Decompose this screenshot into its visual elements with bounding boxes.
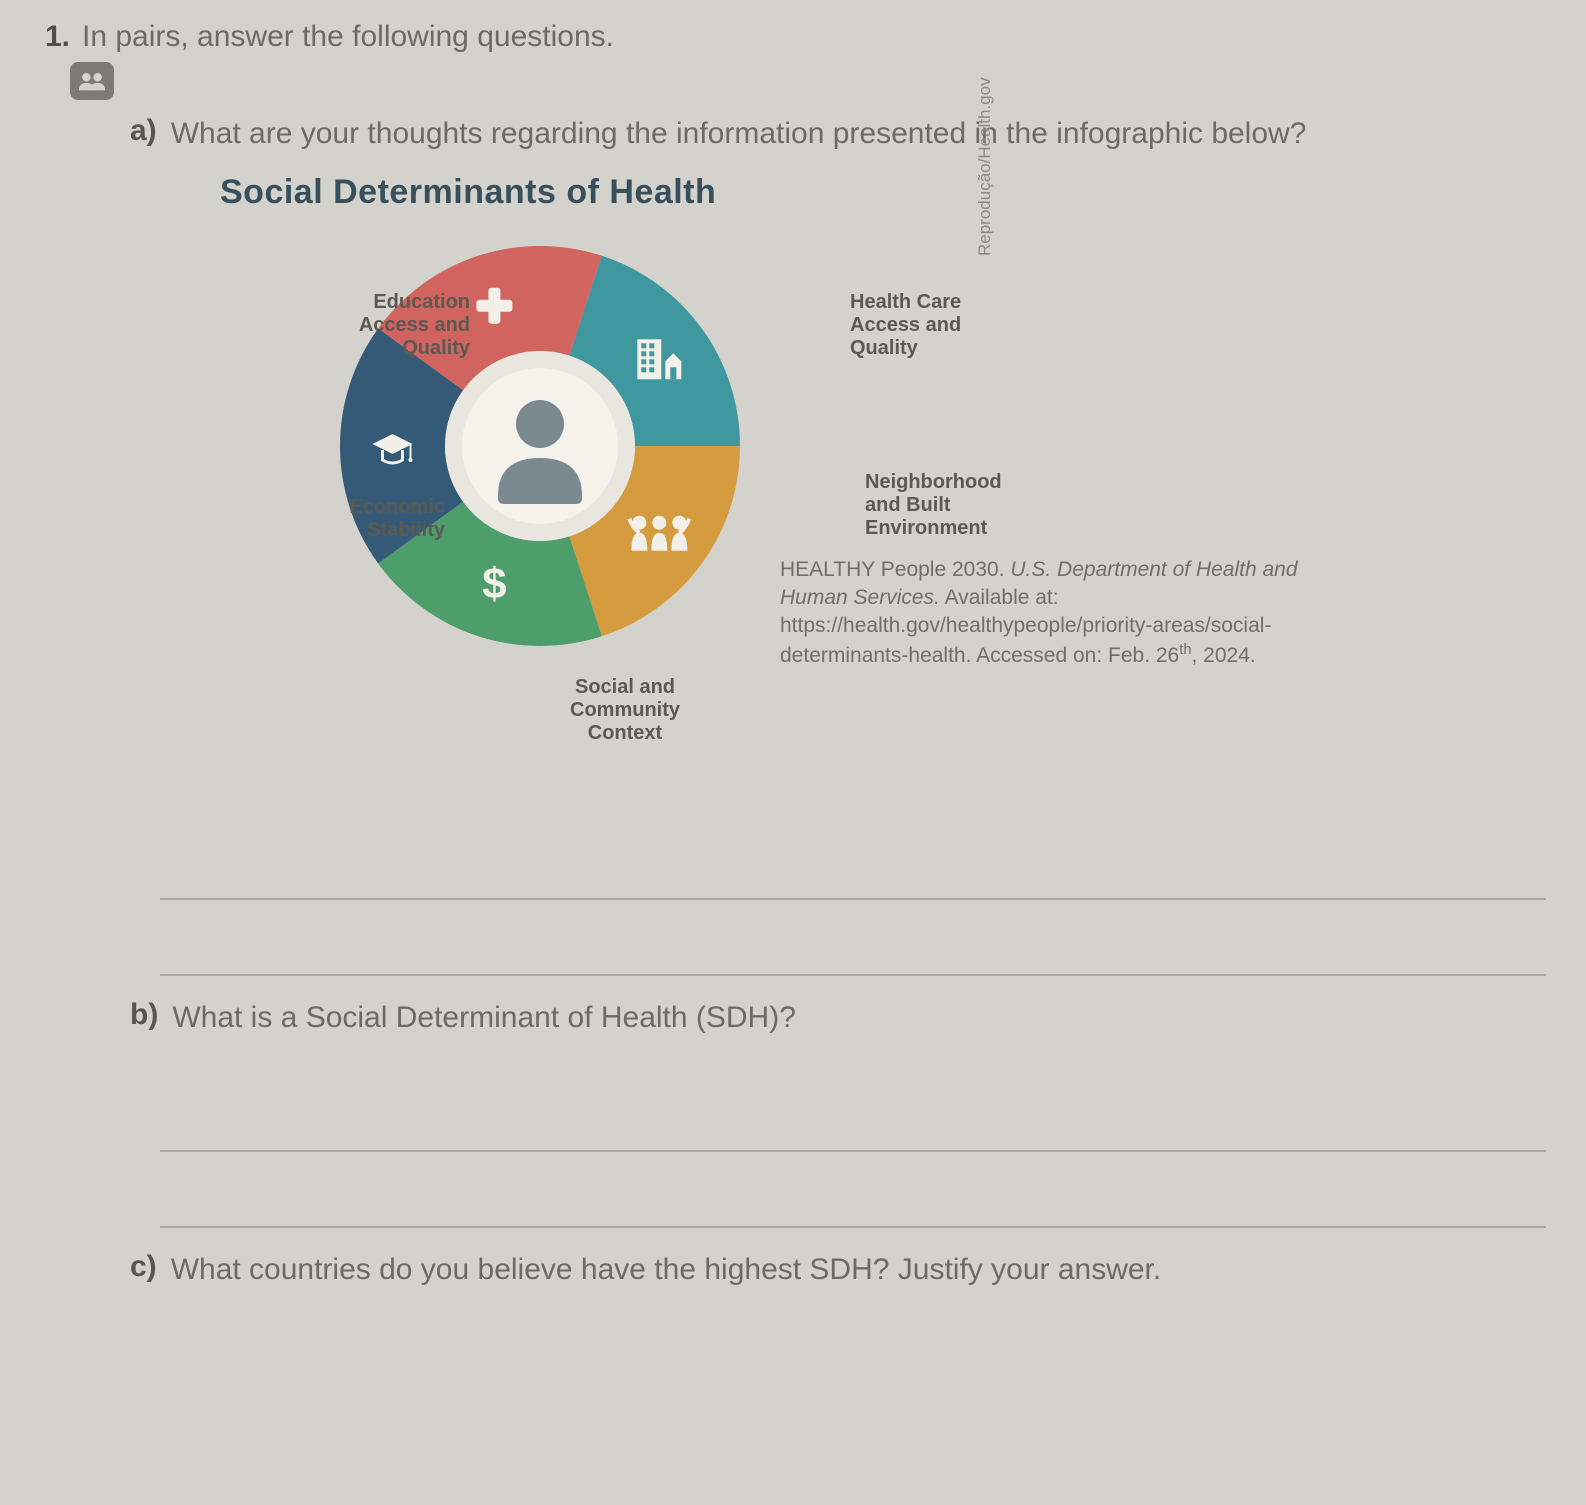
answer-line[interactable] (160, 846, 1546, 900)
answer-line[interactable] (160, 1098, 1546, 1152)
subq-c-letter: c) (130, 1250, 157, 1284)
pairs-icon (70, 62, 114, 100)
subq-b-text: What is a Social Determinant of Health (… (172, 998, 796, 1039)
segment-label-neighborhood: Neighborhoodand BuiltEnvironment (865, 471, 1025, 540)
people-icon (629, 515, 689, 550)
answer-lines-a (160, 846, 1546, 976)
subquestion-a: a) What are your thoughts regarding the … (130, 114, 1546, 155)
subq-c-text: What countries do you believe have the h… (171, 1250, 1162, 1291)
chart-area: $ EducationAccess andQuality Health CareA… (220, 226, 1120, 786)
subq-a-text: What are your thoughts regarding the inf… (171, 114, 1307, 155)
question-instruction: In pairs, answer the following questions… (82, 20, 614, 54)
subq-b-letter: b) (130, 998, 158, 1032)
question-number: 1. (40, 20, 70, 54)
side-credit: Reprodução/Health.gov (975, 77, 995, 256)
citation: HEALTHY People 2030. U.S. Department of … (780, 556, 1340, 670)
infographic: Social Determinants of Health $ Educatio… (220, 173, 1120, 786)
answer-line[interactable] (160, 922, 1546, 976)
dollar-icon: $ (482, 559, 506, 608)
segment-label-education: EducationAccess andQuality (310, 291, 470, 360)
subquestion-c: c) What countries do you believe have th… (130, 1250, 1546, 1291)
question-header: 1. In pairs, answer the following questi… (40, 20, 1546, 54)
question-block: 1. In pairs, answer the following questi… (40, 20, 1546, 1291)
subquestion-b: b) What is a Social Determinant of Healt… (130, 998, 1546, 1039)
svg-text:$: $ (482, 559, 506, 608)
answer-lines-b (160, 1098, 1546, 1228)
segment-label-healthcare: Health CareAccess andQuality (850, 291, 1010, 360)
segment-label-social: Social andCommunity Context (545, 676, 705, 745)
subq-a-letter: a) (130, 114, 157, 148)
answer-line[interactable] (160, 1174, 1546, 1228)
segment-label-economic: EconomicStability (285, 496, 445, 542)
